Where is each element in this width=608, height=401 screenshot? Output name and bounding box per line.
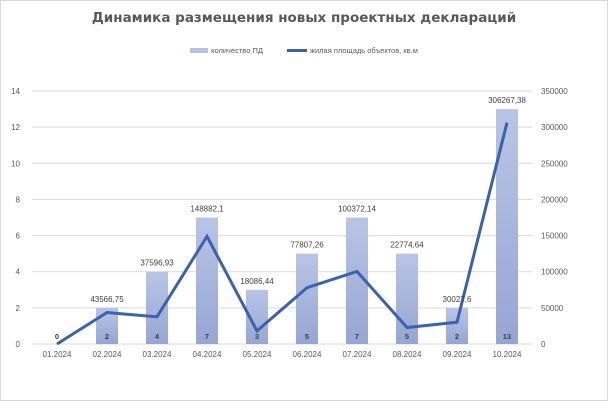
- y2-tick-label: 100000: [541, 268, 568, 277]
- x-tick-label: 03.2024: [143, 350, 172, 359]
- area-line: [56, 122, 509, 346]
- legend-label-bars: количество ПД: [211, 46, 263, 55]
- legend-label-line: жилая площадь объектов, кв.м: [309, 46, 418, 55]
- legend-item-bars: количество ПД: [190, 46, 263, 55]
- bar-value-label: 3: [255, 332, 259, 341]
- y-tick-label: 10: [11, 159, 20, 168]
- y-tick-label: 8: [16, 195, 21, 204]
- line-value-label: 43566,75: [90, 295, 124, 304]
- x-tick-label: 08.2024: [393, 350, 422, 359]
- y2-tick-label: 0: [541, 340, 546, 349]
- line-value-label: 100372,14: [338, 205, 376, 214]
- bar-value-label: 2: [105, 332, 109, 341]
- gridlines: [32, 90, 532, 345]
- x-tick-label: 02.2024: [93, 350, 122, 359]
- y-axis-right: 0 50000 100000 150000 200000 250000 300000 3500…: [541, 87, 568, 349]
- line-value-label: 77807,26: [290, 241, 324, 250]
- y2-tick-label: 150000: [541, 232, 568, 241]
- bar: [396, 253, 418, 344]
- y-tick-label: 4: [16, 268, 21, 277]
- line-series: [56, 122, 509, 346]
- bar-value-label: 4: [155, 332, 160, 341]
- bar-swatch-icon: [190, 48, 209, 53]
- y-tick-label: 14: [11, 87, 20, 96]
- x-tick-label: 01.2024: [43, 350, 72, 359]
- x-tick-label: 10.2024: [493, 350, 522, 359]
- bar-value-label: 7: [205, 332, 209, 341]
- y-tick-label: 12: [11, 123, 20, 132]
- chart-title: Динамика размещения новых проектных декл…: [91, 10, 517, 26]
- x-axis: 01.2024 02.2024 03.2024 04.2024 05.2024 06.20…: [43, 350, 522, 359]
- bar: [346, 217, 368, 344]
- line-value-label: 18086,44: [240, 277, 274, 286]
- x-tick-label: 06.2024: [293, 350, 322, 359]
- bar-value-label: 0: [55, 332, 59, 341]
- line-value-label: 306267,38: [488, 96, 526, 105]
- bar-value-label: 5: [405, 332, 409, 341]
- y2-tick-label: 350000: [541, 87, 568, 96]
- bar-value-label: 13: [503, 332, 511, 341]
- line-value-label: 30027,6: [443, 295, 472, 304]
- x-tick-label: 07.2024: [343, 350, 372, 359]
- line-value-label: 148882,1: [190, 205, 224, 214]
- y2-tick-label: 250000: [541, 159, 568, 168]
- y2-tick-label: 200000: [541, 195, 568, 204]
- y-tick-label: 2: [16, 304, 21, 313]
- bar: [146, 271, 168, 344]
- bar-value-label: 2: [455, 332, 459, 341]
- x-tick-label: 04.2024: [193, 350, 222, 359]
- data-labels: 0 2 4 7 3 5 7 5 2 13 43566,75 37596,93 148882,1 18086…: [55, 96, 527, 341]
- legend-item-line: жилая площадь объектов, кв.м: [286, 46, 418, 55]
- bar-value-label: 7: [355, 332, 359, 341]
- line-swatch-icon: [286, 49, 307, 52]
- y2-tick-label: 50000: [541, 304, 564, 313]
- y-tick-label: 6: [16, 232, 21, 241]
- bar: [296, 253, 318, 344]
- bar: [496, 109, 518, 344]
- bar: [446, 307, 468, 344]
- y2-tick-label: 300000: [541, 123, 568, 132]
- bar: [246, 289, 268, 344]
- x-tick-label: 09.2024: [443, 350, 472, 359]
- bar-series: [96, 109, 518, 344]
- y-tick-label: 0: [16, 340, 21, 349]
- bar-value-label: 5: [305, 332, 309, 341]
- line-value-label: 37596,93: [140, 259, 174, 268]
- chart-legend: количество ПД жилая площадь объектов, кв…: [0, 46, 608, 55]
- y-axis-left: 0 2 4 6 8 10 12 14: [11, 87, 20, 349]
- x-tick-label: 05.2024: [243, 350, 272, 359]
- line-value-label: 22774,64: [390, 241, 424, 250]
